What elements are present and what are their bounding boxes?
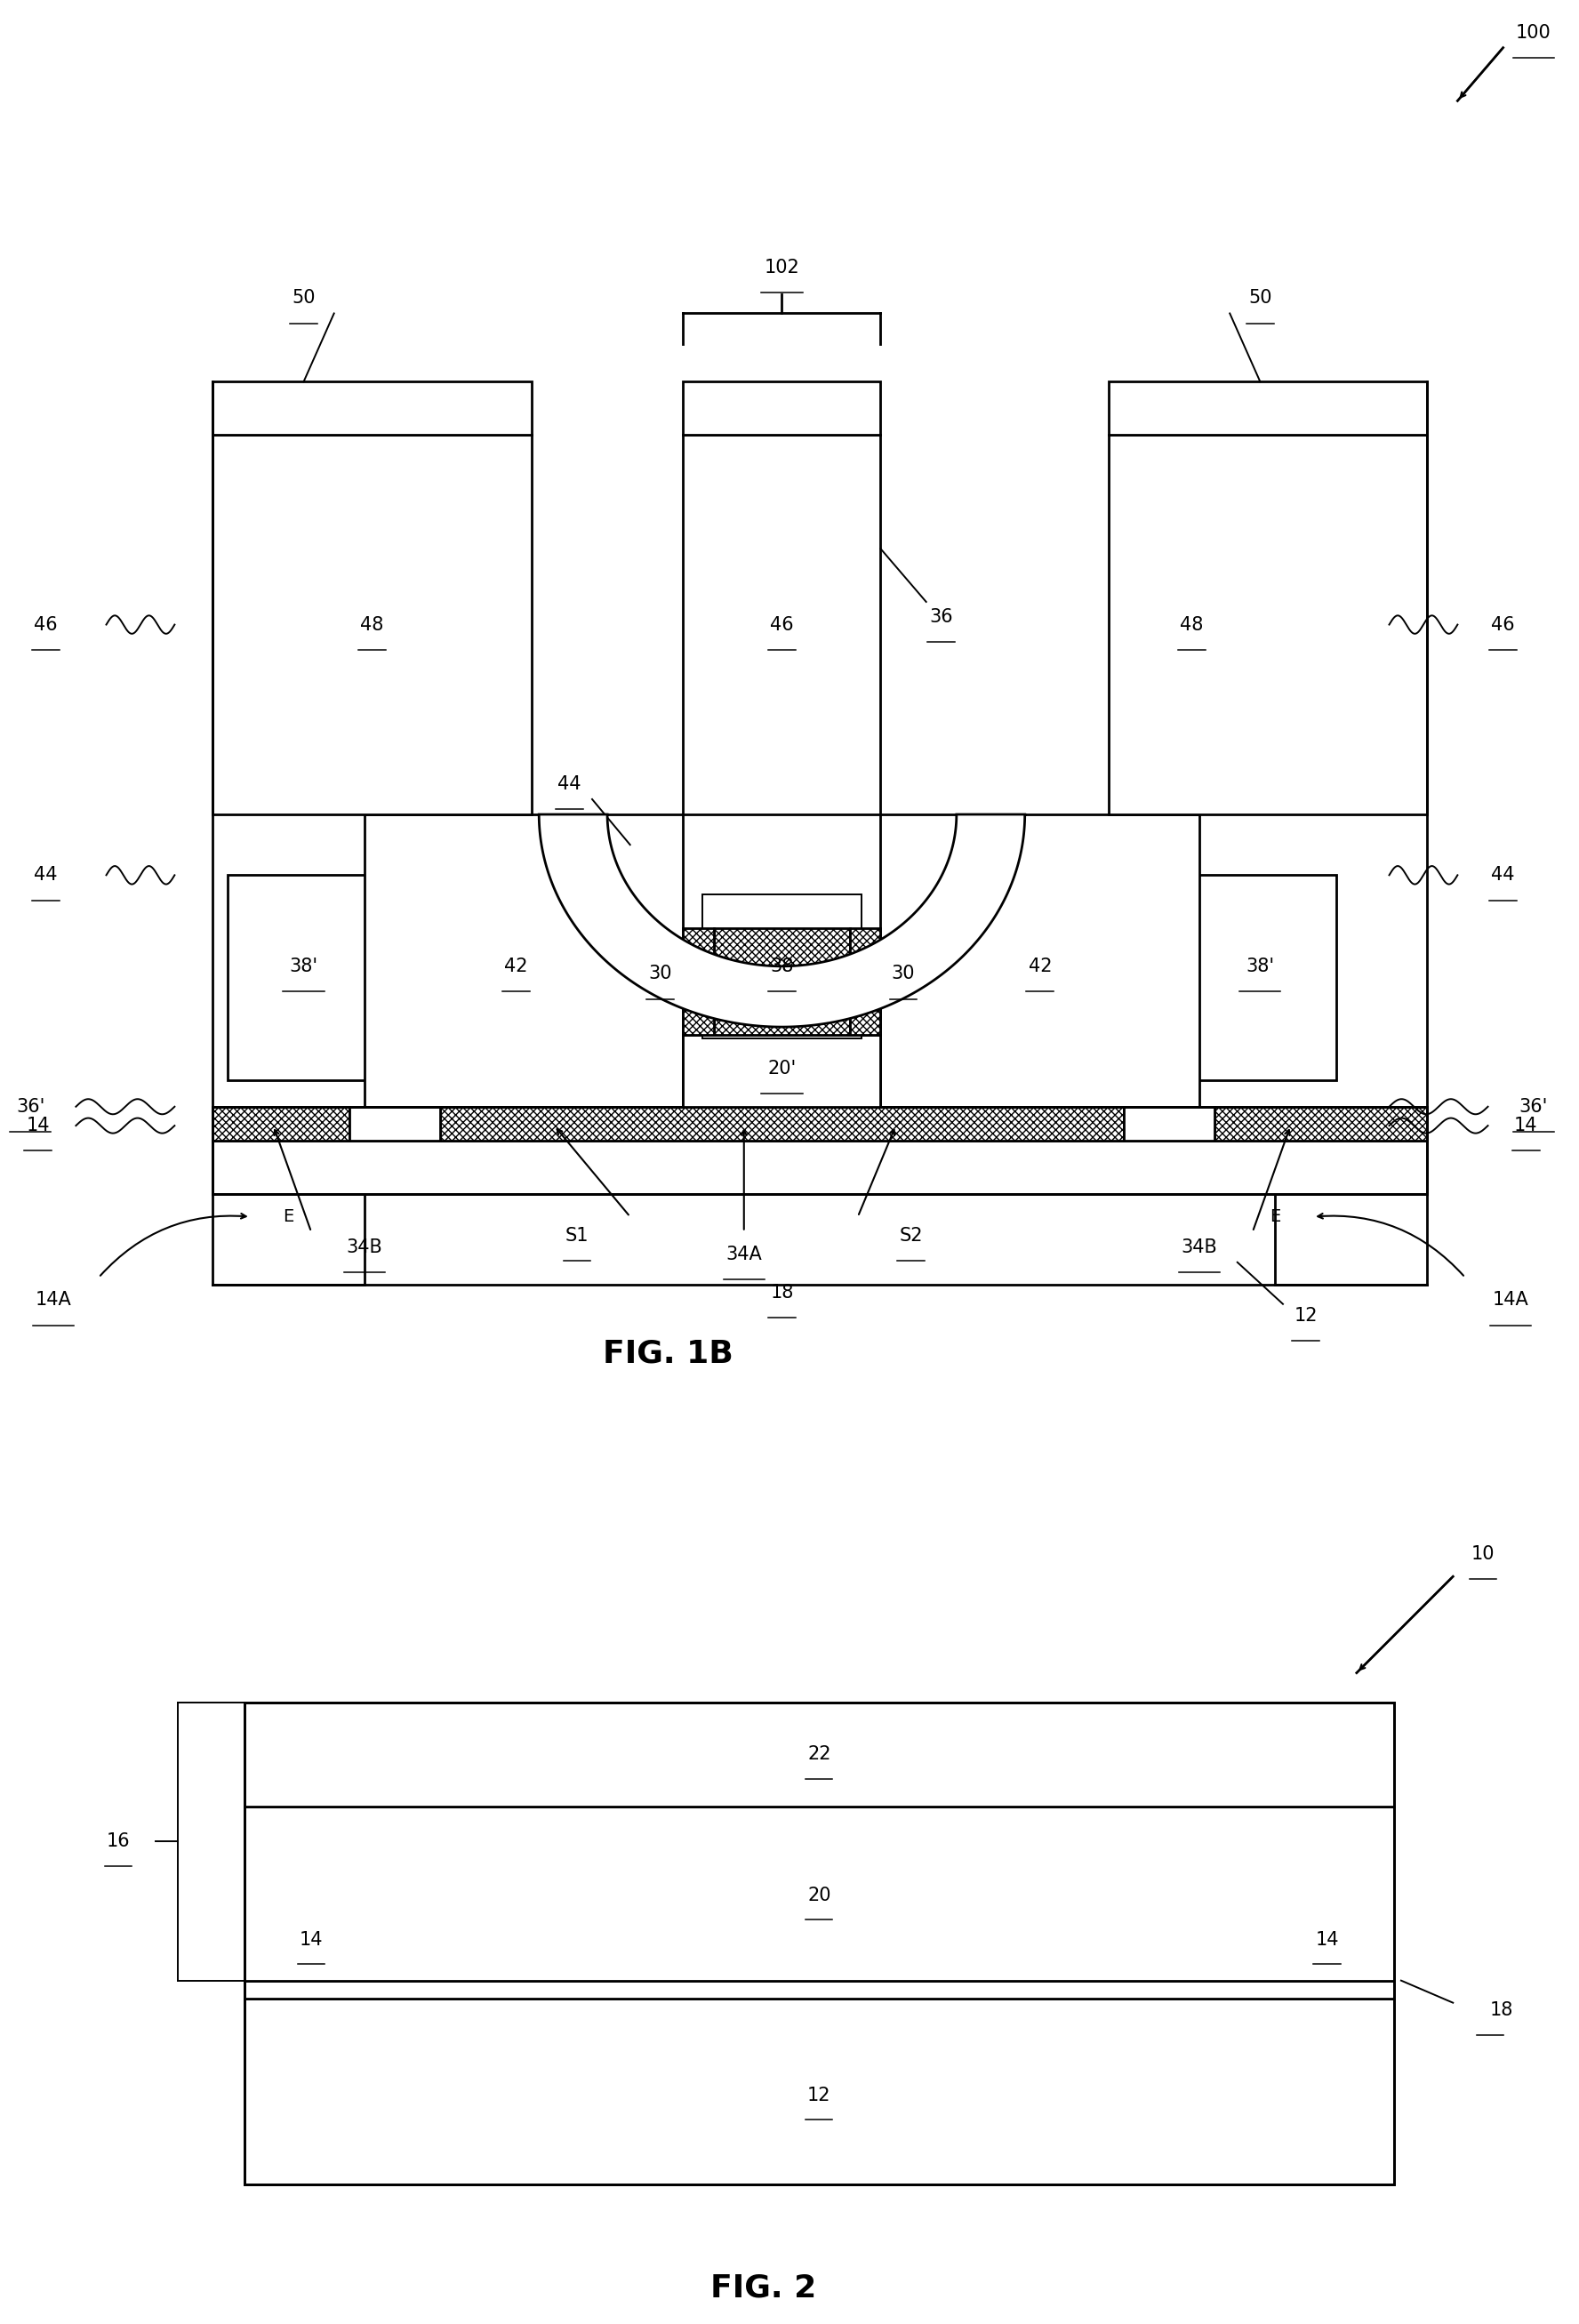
Text: 12: 12: [1293, 1306, 1317, 1325]
Text: 46: 46: [771, 616, 794, 634]
Bar: [684, 381, 881, 435]
Text: 36': 36': [1519, 1097, 1547, 1116]
Text: 38': 38': [1246, 957, 1274, 976]
Bar: [349, 1106, 441, 1141]
Text: 34A: 34A: [726, 1246, 763, 1264]
Text: 14: 14: [300, 1931, 324, 1948]
Text: 50: 50: [292, 288, 316, 307]
Polygon shape: [538, 813, 1025, 1027]
Text: 102: 102: [764, 258, 799, 277]
Text: 50: 50: [1249, 288, 1273, 307]
Text: 10: 10: [1472, 1545, 1494, 1564]
Text: 38': 38': [289, 957, 317, 976]
Bar: [703, 895, 862, 1039]
Bar: [850, 927, 881, 1034]
Bar: [213, 1141, 1427, 1195]
Text: 36': 36': [16, 1097, 44, 1116]
Bar: [441, 1106, 1124, 1141]
Bar: [1108, 435, 1427, 813]
Text: E: E: [283, 1208, 294, 1225]
Bar: [213, 381, 532, 435]
Text: 34B: 34B: [1181, 1239, 1217, 1255]
Bar: [245, 1978, 377, 1999]
Bar: [245, 1980, 1394, 1999]
Text: S1: S1: [565, 1227, 589, 1246]
Text: 16: 16: [107, 1834, 131, 1850]
Text: E: E: [1270, 1208, 1281, 1225]
Text: 14: 14: [1514, 1118, 1538, 1134]
Text: 42: 42: [1028, 957, 1052, 976]
Bar: [1260, 1978, 1394, 1999]
Text: 20': 20': [767, 1060, 796, 1078]
Bar: [365, 813, 684, 1106]
Text: 46: 46: [33, 616, 57, 634]
Text: 30: 30: [892, 964, 916, 983]
Text: 36: 36: [930, 609, 954, 625]
Bar: [684, 927, 714, 1034]
Bar: [1108, 381, 1427, 435]
Text: 48: 48: [360, 616, 384, 634]
Bar: [714, 927, 850, 1034]
Text: 14: 14: [1315, 1931, 1339, 1948]
Bar: [213, 435, 532, 813]
Text: 46: 46: [1491, 616, 1514, 634]
Text: 44: 44: [33, 867, 57, 883]
Text: S2: S2: [898, 1227, 922, 1246]
Text: 18: 18: [1491, 2001, 1514, 2020]
Bar: [227, 876, 379, 1081]
Bar: [1184, 876, 1336, 1081]
Bar: [245, 1703, 1394, 2185]
Text: 44: 44: [557, 776, 581, 792]
Text: 38: 38: [771, 957, 794, 976]
Bar: [1124, 1106, 1214, 1141]
Bar: [245, 1806, 1394, 1980]
Text: 48: 48: [1180, 616, 1203, 634]
Bar: [1214, 1106, 1427, 1141]
Bar: [213, 1195, 365, 1285]
Text: 22: 22: [807, 1745, 831, 1764]
Text: 14A: 14A: [35, 1292, 71, 1308]
Bar: [1276, 1195, 1427, 1285]
Bar: [245, 1999, 1394, 2185]
Text: 30: 30: [649, 964, 673, 983]
Text: 34B: 34B: [346, 1239, 382, 1255]
Text: 100: 100: [1516, 23, 1551, 42]
Text: FIG. 2: FIG. 2: [711, 2273, 816, 2303]
Text: 12: 12: [807, 2087, 831, 2103]
Text: 14A: 14A: [1492, 1292, 1528, 1308]
Text: 14: 14: [27, 1118, 49, 1134]
Bar: [213, 1106, 349, 1141]
Bar: [245, 1703, 1394, 1806]
Text: 20: 20: [807, 1887, 831, 1903]
Text: 18: 18: [771, 1283, 794, 1301]
Bar: [684, 435, 881, 813]
Text: FIG. 1B: FIG. 1B: [603, 1339, 733, 1369]
Text: 44: 44: [1491, 867, 1514, 883]
Text: 42: 42: [504, 957, 527, 976]
Bar: [684, 1034, 881, 1106]
Bar: [881, 813, 1200, 1106]
